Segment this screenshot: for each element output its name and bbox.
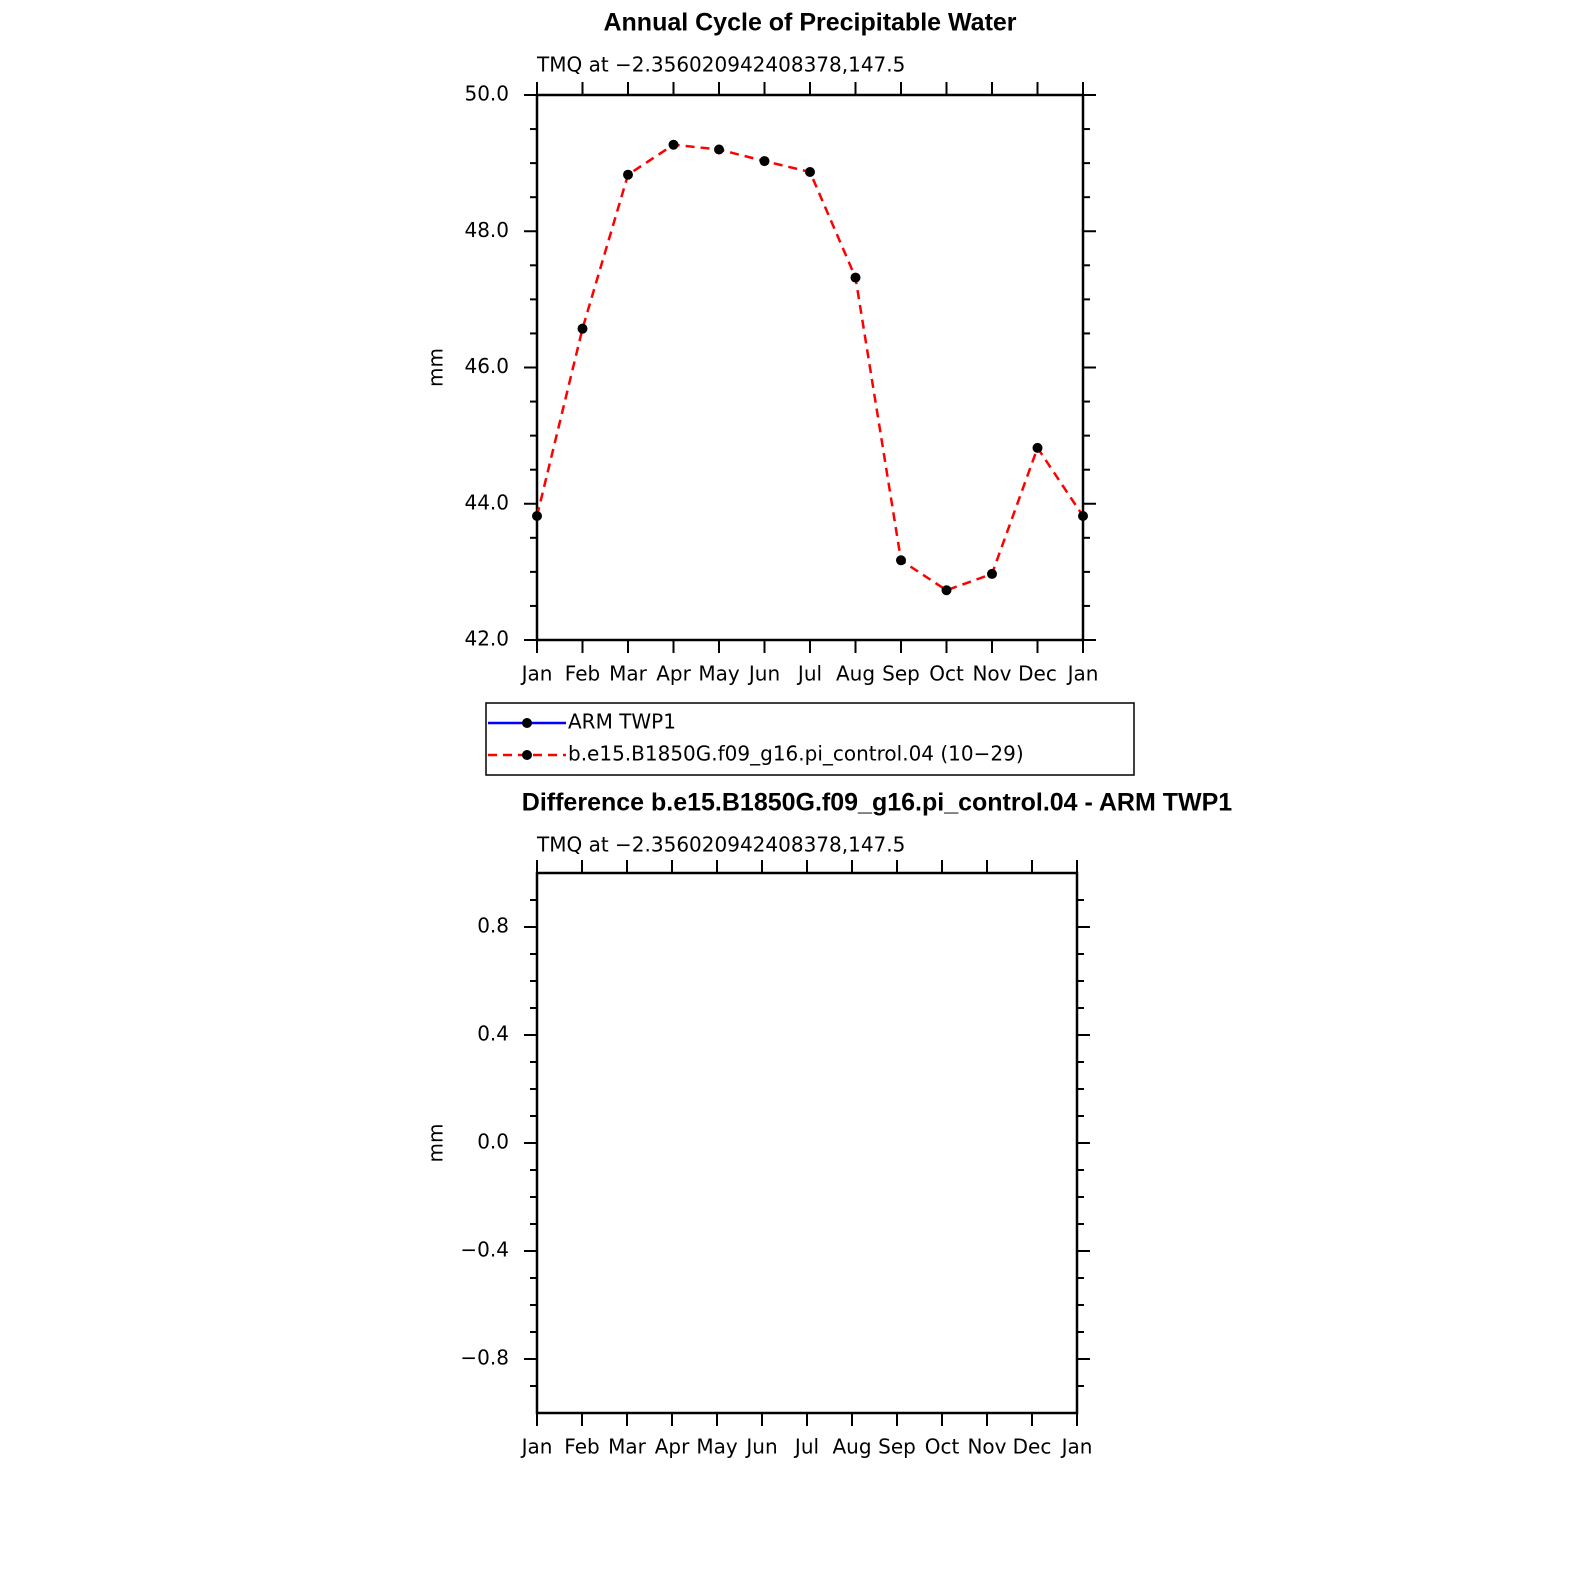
data-point	[850, 272, 861, 283]
x-tick-label: Nov	[967, 1435, 1006, 1459]
data-point	[532, 511, 542, 522]
chart-subtitle: TMQ at −2.356020942408378,147.5	[536, 833, 905, 857]
x-tick-label: Jan	[520, 1435, 553, 1459]
y-tick-label: 46.0	[464, 354, 509, 378]
data-point	[987, 568, 997, 579]
y-tick-label: 0.4	[477, 1022, 509, 1046]
y-tick-label: −0.4	[460, 1238, 509, 1262]
y-tick-label: −0.8	[460, 1346, 509, 1370]
x-tick-label: Apr	[655, 1435, 690, 1459]
x-tick-label: Dec	[1013, 1435, 1052, 1459]
x-tick-label: Oct	[929, 662, 964, 686]
data-point	[941, 585, 952, 596]
y-tick-label: 42.0	[464, 627, 509, 651]
legend-marker	[522, 718, 532, 728]
x-tick-label: Feb	[565, 662, 600, 686]
x-tick-label: Sep	[878, 1435, 916, 1459]
plot-frame	[535, 871, 1079, 1415]
x-tick-label: Jan	[1060, 1435, 1093, 1459]
x-tick-label: May	[698, 662, 740, 686]
y-axis-label: mm	[424, 1124, 448, 1163]
x-tick-label: Jan	[520, 662, 553, 686]
y-tick-label: 48.0	[464, 218, 509, 242]
data-point	[1032, 442, 1043, 453]
series-line	[535, 143, 1085, 592]
data-point	[896, 555, 906, 566]
x-tick-label: Oct	[925, 1435, 960, 1459]
x-tick-label: Sep	[882, 662, 920, 686]
data-point	[668, 139, 679, 150]
x-tick-label: Dec	[1018, 662, 1057, 686]
chart-subtitle: TMQ at −2.356020942408378,147.5	[536, 53, 905, 77]
x-tick-label: Jul	[793, 1435, 819, 1459]
y-tick-label: 50.0	[464, 82, 509, 106]
y-tick-label: 44.0	[464, 490, 509, 514]
data-point	[623, 169, 633, 180]
x-tick-label: Mar	[608, 1435, 647, 1459]
chart-title: Annual Cycle of Precipitable Water	[603, 9, 1016, 37]
x-tick-label: Nov	[972, 662, 1011, 686]
y-axis-label: mm	[424, 348, 448, 387]
x-tick-label: Mar	[609, 662, 648, 686]
x-tick-label: Jan	[1066, 662, 1099, 686]
data-point	[805, 166, 815, 177]
data-point	[759, 156, 770, 167]
x-tick-label: Jun	[744, 1435, 777, 1459]
chart-title: Difference b.e15.B1850G.f09_g16.pi_contr…	[522, 789, 1233, 817]
x-tick-label: Jun	[747, 662, 780, 686]
x-tick-label: Aug	[832, 1435, 871, 1459]
x-tick-label: Apr	[656, 662, 691, 686]
x-tick-label: Feb	[564, 1435, 599, 1459]
legend-label: ARM TWP1	[568, 710, 676, 734]
x-tick-label: May	[696, 1435, 738, 1459]
y-tick-label: 0.0	[477, 1130, 509, 1154]
data-point	[1078, 511, 1088, 522]
y-tick-label: 0.8	[477, 914, 509, 938]
legend-label: b.e15.B1850G.f09_g16.pi_control.04 (10−2…	[568, 742, 1024, 766]
x-tick-label: Jul	[796, 662, 822, 686]
data-point	[577, 323, 588, 334]
data-point	[714, 144, 724, 155]
legend-box	[485, 702, 1135, 776]
x-tick-label: Aug	[836, 662, 875, 686]
legend-marker	[522, 750, 532, 760]
